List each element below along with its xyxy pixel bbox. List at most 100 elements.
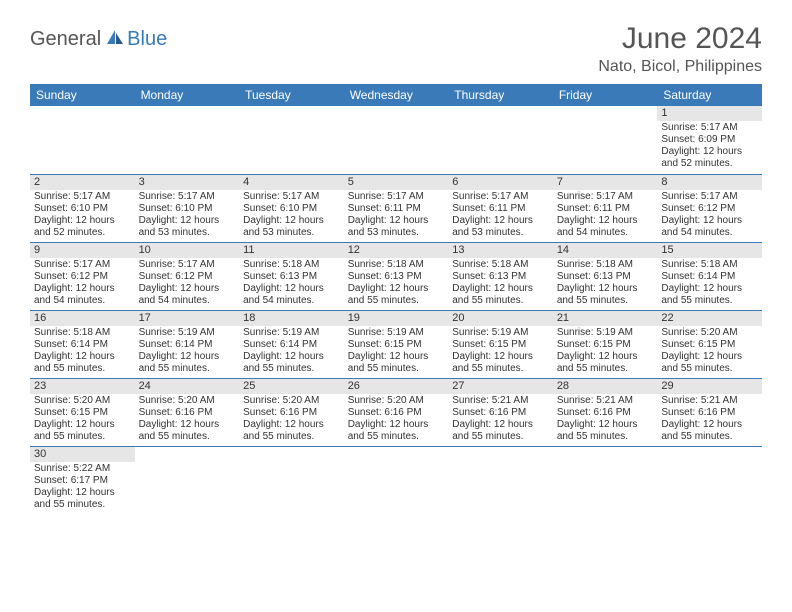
- day-number: 24: [135, 379, 240, 394]
- day-cell: 13Sunrise: 5:18 AMSunset: 6:13 PMDayligh…: [448, 242, 553, 310]
- empty-cell: [30, 106, 135, 174]
- calendar-table: SundayMondayTuesdayWednesdayThursdayFrid…: [30, 84, 762, 514]
- day-info: Sunrise: 5:20 AMSunset: 6:16 PMDaylight:…: [344, 394, 449, 446]
- day-number: 7: [553, 175, 658, 190]
- title-block: June 2024 Nato, Bicol, Philippines: [598, 22, 762, 76]
- empty-cell: [657, 446, 762, 514]
- empty-cell: [239, 446, 344, 514]
- day-info: Sunrise: 5:20 AMSunset: 6:16 PMDaylight:…: [135, 394, 240, 446]
- day-number: 22: [657, 311, 762, 326]
- day-cell: 2Sunrise: 5:17 AMSunset: 6:10 PMDaylight…: [30, 174, 135, 242]
- calendar-row: 30Sunrise: 5:22 AMSunset: 6:17 PMDayligh…: [30, 446, 762, 514]
- day-cell: 26Sunrise: 5:20 AMSunset: 6:16 PMDayligh…: [344, 378, 449, 446]
- day-number: 3: [135, 175, 240, 190]
- day-cell: 30Sunrise: 5:22 AMSunset: 6:17 PMDayligh…: [30, 446, 135, 514]
- day-info: Sunrise: 5:18 AMSunset: 6:13 PMDaylight:…: [344, 258, 449, 310]
- day-cell: 9Sunrise: 5:17 AMSunset: 6:12 PMDaylight…: [30, 242, 135, 310]
- day-number: 25: [239, 379, 344, 394]
- day-info: Sunrise: 5:19 AMSunset: 6:15 PMDaylight:…: [553, 326, 658, 378]
- day-cell: 7Sunrise: 5:17 AMSunset: 6:11 PMDaylight…: [553, 174, 658, 242]
- day-cell: 19Sunrise: 5:19 AMSunset: 6:15 PMDayligh…: [344, 310, 449, 378]
- day-info: Sunrise: 5:20 AMSunset: 6:16 PMDaylight:…: [239, 394, 344, 446]
- day-cell: 3Sunrise: 5:17 AMSunset: 6:10 PMDaylight…: [135, 174, 240, 242]
- header-row: General Blue June 2024 Nato, Bicol, Phil…: [30, 22, 762, 76]
- day-number: 12: [344, 243, 449, 258]
- day-cell: 24Sunrise: 5:20 AMSunset: 6:16 PMDayligh…: [135, 378, 240, 446]
- day-cell: 6Sunrise: 5:17 AMSunset: 6:11 PMDaylight…: [448, 174, 553, 242]
- day-number: 4: [239, 175, 344, 190]
- day-cell: 17Sunrise: 5:19 AMSunset: 6:14 PMDayligh…: [135, 310, 240, 378]
- day-info: Sunrise: 5:18 AMSunset: 6:14 PMDaylight:…: [657, 258, 762, 310]
- day-cell: 20Sunrise: 5:19 AMSunset: 6:15 PMDayligh…: [448, 310, 553, 378]
- day-number: 29: [657, 379, 762, 394]
- calendar-body: 1Sunrise: 5:17 AMSunset: 6:09 PMDaylight…: [30, 106, 762, 514]
- day-number: 15: [657, 243, 762, 258]
- day-cell: 27Sunrise: 5:21 AMSunset: 6:16 PMDayligh…: [448, 378, 553, 446]
- calendar-row: 23Sunrise: 5:20 AMSunset: 6:15 PMDayligh…: [30, 378, 762, 446]
- day-info: Sunrise: 5:22 AMSunset: 6:17 PMDaylight:…: [30, 462, 135, 514]
- empty-cell: [344, 446, 449, 514]
- day-cell: 29Sunrise: 5:21 AMSunset: 6:16 PMDayligh…: [657, 378, 762, 446]
- day-info: Sunrise: 5:19 AMSunset: 6:14 PMDaylight:…: [239, 326, 344, 378]
- day-info: Sunrise: 5:19 AMSunset: 6:14 PMDaylight:…: [135, 326, 240, 378]
- day-cell: 14Sunrise: 5:18 AMSunset: 6:13 PMDayligh…: [553, 242, 658, 310]
- day-info: Sunrise: 5:21 AMSunset: 6:16 PMDaylight:…: [657, 394, 762, 446]
- day-info: Sunrise: 5:18 AMSunset: 6:13 PMDaylight:…: [553, 258, 658, 310]
- day-info: Sunrise: 5:19 AMSunset: 6:15 PMDaylight:…: [448, 326, 553, 378]
- day-number: 2: [30, 175, 135, 190]
- day-number: 17: [135, 311, 240, 326]
- empty-cell: [553, 446, 658, 514]
- day-number: 19: [344, 311, 449, 326]
- day-info: Sunrise: 5:17 AMSunset: 6:10 PMDaylight:…: [30, 190, 135, 242]
- day-cell: 22Sunrise: 5:20 AMSunset: 6:15 PMDayligh…: [657, 310, 762, 378]
- day-info: Sunrise: 5:20 AMSunset: 6:15 PMDaylight:…: [30, 394, 135, 446]
- day-info: Sunrise: 5:18 AMSunset: 6:13 PMDaylight:…: [239, 258, 344, 310]
- day-cell: 5Sunrise: 5:17 AMSunset: 6:11 PMDaylight…: [344, 174, 449, 242]
- day-info: Sunrise: 5:17 AMSunset: 6:10 PMDaylight:…: [135, 190, 240, 242]
- weekday-header: Monday: [135, 84, 240, 106]
- empty-cell: [448, 446, 553, 514]
- empty-cell: [553, 106, 658, 174]
- day-info: Sunrise: 5:20 AMSunset: 6:15 PMDaylight:…: [657, 326, 762, 378]
- weekday-header: Saturday: [657, 84, 762, 106]
- day-cell: 11Sunrise: 5:18 AMSunset: 6:13 PMDayligh…: [239, 242, 344, 310]
- day-number: 26: [344, 379, 449, 394]
- day-info: Sunrise: 5:17 AMSunset: 6:12 PMDaylight:…: [657, 190, 762, 242]
- day-number: 13: [448, 243, 553, 258]
- day-number: 20: [448, 311, 553, 326]
- calendar-row: 16Sunrise: 5:18 AMSunset: 6:14 PMDayligh…: [30, 310, 762, 378]
- sail-icon: [105, 28, 125, 51]
- weekday-header-row: SundayMondayTuesdayWednesdayThursdayFrid…: [30, 84, 762, 106]
- weekday-header: Friday: [553, 84, 658, 106]
- weekday-header: Tuesday: [239, 84, 344, 106]
- day-info: Sunrise: 5:18 AMSunset: 6:14 PMDaylight:…: [30, 326, 135, 378]
- day-number: 18: [239, 311, 344, 326]
- day-info: Sunrise: 5:17 AMSunset: 6:12 PMDaylight:…: [30, 258, 135, 310]
- empty-cell: [239, 106, 344, 174]
- day-number: 1: [657, 106, 762, 121]
- day-cell: 8Sunrise: 5:17 AMSunset: 6:12 PMDaylight…: [657, 174, 762, 242]
- calendar-row: 9Sunrise: 5:17 AMSunset: 6:12 PMDaylight…: [30, 242, 762, 310]
- day-cell: 23Sunrise: 5:20 AMSunset: 6:15 PMDayligh…: [30, 378, 135, 446]
- calendar-row: 2Sunrise: 5:17 AMSunset: 6:10 PMDaylight…: [30, 174, 762, 242]
- day-info: Sunrise: 5:21 AMSunset: 6:16 PMDaylight:…: [553, 394, 658, 446]
- day-number: 11: [239, 243, 344, 258]
- day-cell: 10Sunrise: 5:17 AMSunset: 6:12 PMDayligh…: [135, 242, 240, 310]
- weekday-header: Sunday: [30, 84, 135, 106]
- day-info: Sunrise: 5:17 AMSunset: 6:11 PMDaylight:…: [344, 190, 449, 242]
- day-number: 10: [135, 243, 240, 258]
- day-cell: 21Sunrise: 5:19 AMSunset: 6:15 PMDayligh…: [553, 310, 658, 378]
- day-number: 23: [30, 379, 135, 394]
- weekday-header: Wednesday: [344, 84, 449, 106]
- day-number: 28: [553, 379, 658, 394]
- day-number: 5: [344, 175, 449, 190]
- day-number: 27: [448, 379, 553, 394]
- calendar-row: 1Sunrise: 5:17 AMSunset: 6:09 PMDaylight…: [30, 106, 762, 174]
- day-cell: 18Sunrise: 5:19 AMSunset: 6:14 PMDayligh…: [239, 310, 344, 378]
- day-info: Sunrise: 5:19 AMSunset: 6:15 PMDaylight:…: [344, 326, 449, 378]
- day-info: Sunrise: 5:21 AMSunset: 6:16 PMDaylight:…: [448, 394, 553, 446]
- empty-cell: [135, 446, 240, 514]
- day-info: Sunrise: 5:18 AMSunset: 6:13 PMDaylight:…: [448, 258, 553, 310]
- day-info: Sunrise: 5:17 AMSunset: 6:09 PMDaylight:…: [657, 121, 762, 173]
- day-number: 30: [30, 447, 135, 462]
